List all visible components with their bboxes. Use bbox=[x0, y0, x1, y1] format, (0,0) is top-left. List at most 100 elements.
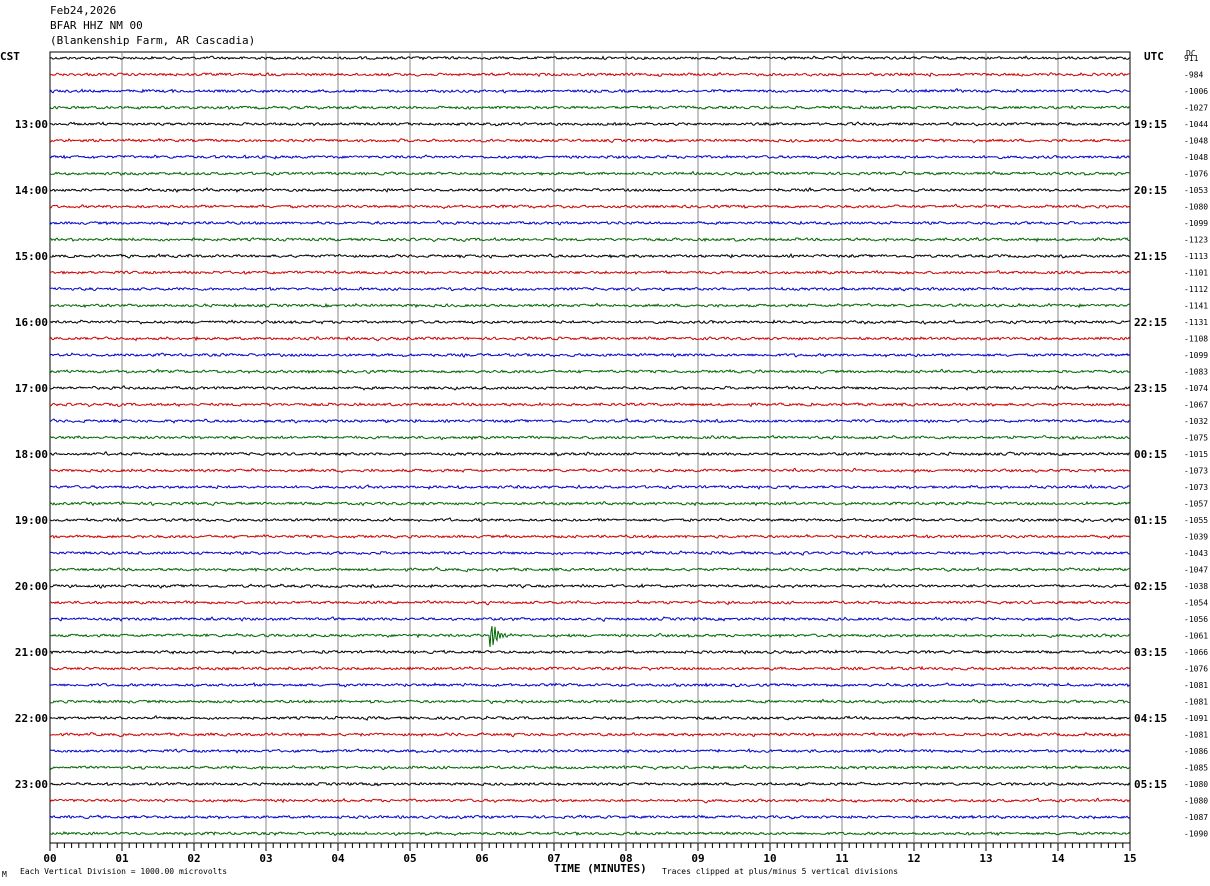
seismic-trace-blue bbox=[49, 87, 1131, 94]
x-tick-label: 00 bbox=[43, 852, 56, 865]
x-tick-label: 13 bbox=[979, 852, 992, 865]
dc-offset-label: -1083 bbox=[1184, 368, 1208, 377]
x-tick-label: 15 bbox=[1123, 852, 1136, 865]
x-tick-label: 14 bbox=[1051, 852, 1065, 865]
seismic-trace-red bbox=[49, 599, 1131, 606]
seismic-trace-green bbox=[49, 170, 1131, 177]
dc-offset-label: -1080 bbox=[1184, 780, 1208, 789]
dc-offset-label: -1101 bbox=[1184, 269, 1208, 278]
seismic-trace-red bbox=[49, 137, 1131, 144]
dc-offset-label: -984 bbox=[1184, 71, 1203, 80]
seismic-trace-green bbox=[49, 764, 1131, 771]
dc-offset-label: -1006 bbox=[1184, 87, 1208, 96]
right-hour-label: 00:15 bbox=[1134, 448, 1167, 461]
right-hour-label: 03:15 bbox=[1134, 646, 1167, 659]
dc-offset-label: -1057 bbox=[1184, 500, 1208, 509]
seismic-trace-black bbox=[49, 715, 1131, 721]
seismic-trace-green bbox=[49, 434, 1131, 441]
dc-offset-label: 911 bbox=[1184, 54, 1199, 63]
seismic-trace-blue bbox=[49, 352, 1131, 358]
x-tick-label: 12 bbox=[907, 852, 920, 865]
header-station: BFAR HHZ NM 00 bbox=[50, 19, 143, 32]
seismic-trace-red bbox=[49, 731, 1131, 738]
left-hour-label: 16:00 bbox=[15, 316, 48, 329]
left-hour-label: 20:00 bbox=[15, 580, 48, 593]
dc-offset-label: -1043 bbox=[1184, 549, 1208, 558]
dc-offset-label: -1076 bbox=[1184, 665, 1208, 674]
seismic-trace-blue bbox=[49, 417, 1131, 424]
seismic-trace-blue bbox=[49, 550, 1131, 556]
seismic-trace-red bbox=[49, 533, 1131, 540]
dc-offset-label: -1081 bbox=[1184, 731, 1208, 740]
left-zone-label: CST bbox=[0, 50, 20, 63]
dc-offset-label: -1073 bbox=[1184, 483, 1208, 492]
dc-offset-label: -1085 bbox=[1184, 764, 1208, 773]
seismic-trace-black bbox=[49, 451, 1131, 457]
dc-offset-label: -1038 bbox=[1184, 582, 1208, 591]
seismic-trace-blue bbox=[49, 616, 1131, 623]
seismic-trace-red bbox=[49, 269, 1131, 275]
seismic-trace-red bbox=[49, 467, 1131, 474]
seismic-trace-blue bbox=[49, 154, 1131, 160]
dc-offset-label: -1090 bbox=[1184, 830, 1208, 839]
x-tick-label: 03 bbox=[259, 852, 272, 865]
dc-label: DC bbox=[1186, 49, 1196, 58]
seismic-trace-black bbox=[49, 517, 1131, 523]
left-hour-label: 14:00 bbox=[15, 184, 48, 197]
dc-offset-label: -1015 bbox=[1184, 450, 1208, 459]
dc-offset-label: -1081 bbox=[1184, 681, 1208, 690]
x-tick-label: 08 bbox=[619, 852, 632, 865]
left-hour-label: 15:00 bbox=[15, 250, 48, 263]
left-hour-label: 17:00 bbox=[15, 382, 48, 395]
footer-clip-note: Traces clipped at plus/minus 5 vertical … bbox=[662, 867, 899, 876]
x-tick-label: 09 bbox=[691, 852, 704, 865]
seismic-trace-green bbox=[49, 104, 1131, 111]
seismic-trace-black bbox=[49, 583, 1131, 589]
right-hour-label: 20:15 bbox=[1134, 184, 1167, 197]
dc-offset-label: -1131 bbox=[1184, 318, 1208, 327]
footer-scale-note: Each Vertical Division = 1000.00 microvo… bbox=[20, 867, 228, 876]
seismic-trace-blue bbox=[49, 814, 1131, 820]
seismic-trace-black bbox=[49, 187, 1131, 194]
seismic-trace-blue bbox=[49, 220, 1131, 226]
left-hour-label: 13:00 bbox=[15, 118, 48, 131]
dc-offset-label: -1112 bbox=[1184, 285, 1208, 294]
x-tick-label: 11 bbox=[835, 852, 849, 865]
x-tick-label: 06 bbox=[475, 852, 489, 865]
dc-offset-label: -1099 bbox=[1184, 219, 1208, 228]
seismic-trace-blue bbox=[49, 681, 1131, 688]
left-hour-label: 18:00 bbox=[15, 448, 48, 461]
dc-offset-label: -1032 bbox=[1184, 417, 1208, 426]
seismic-trace-red bbox=[49, 665, 1131, 671]
right-hour-label: 04:15 bbox=[1134, 712, 1167, 725]
x-tick-label: 05 bbox=[403, 852, 416, 865]
right-hour-label: 02:15 bbox=[1134, 580, 1167, 593]
left-hour-label: 22:00 bbox=[15, 712, 48, 725]
x-tick-label: 10 bbox=[763, 852, 776, 865]
dc-offset-label: -1027 bbox=[1184, 104, 1208, 113]
right-hour-label: 05:15 bbox=[1134, 778, 1167, 791]
seismic-trace-black bbox=[49, 252, 1131, 259]
dc-offset-label: -1054 bbox=[1184, 599, 1208, 608]
right-hour-label: 01:15 bbox=[1134, 514, 1167, 527]
seismic-trace-black bbox=[49, 55, 1131, 61]
seismic-trace-black bbox=[49, 781, 1131, 787]
dc-offset-label: -1055 bbox=[1184, 516, 1208, 525]
seismic-trace-green bbox=[49, 698, 1131, 705]
dc-offset-label: -1080 bbox=[1184, 797, 1208, 806]
plot-frame bbox=[49, 51, 1131, 844]
seismic-trace-green bbox=[49, 626, 1131, 648]
dc-offset-label: -1044 bbox=[1184, 120, 1208, 129]
header-date: Feb24,2026 bbox=[50, 4, 117, 17]
dc-offset-label: -1080 bbox=[1184, 203, 1208, 212]
left-hour-label: 23:00 bbox=[15, 778, 48, 791]
dc-offset-label: -1039 bbox=[1184, 533, 1208, 542]
x-tick-label: 04 bbox=[331, 852, 345, 865]
dc-offset-label: -1123 bbox=[1184, 236, 1208, 245]
dc-offset-label: -1081 bbox=[1184, 698, 1208, 707]
dc-offset-label: -1074 bbox=[1184, 384, 1208, 393]
dc-offset-label: -1075 bbox=[1184, 434, 1208, 443]
dc-offset-label: -1048 bbox=[1184, 137, 1208, 146]
right-zone-label: UTC bbox=[1144, 50, 1164, 63]
dc-offset-label: -1091 bbox=[1184, 714, 1208, 723]
